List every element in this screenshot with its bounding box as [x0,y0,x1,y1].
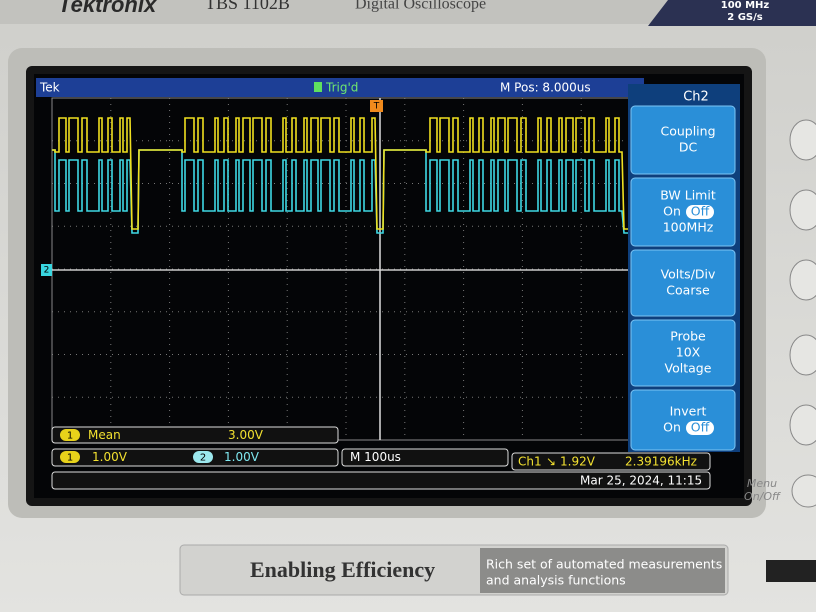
menu-label: Invert [670,404,707,419]
logo: Tek [39,81,60,95]
menu-item[interactable] [630,389,736,451]
menu-value: Coarse [666,283,710,298]
ch1-badge-bg [60,451,80,463]
menu-item[interactable] [630,249,736,317]
meas-name: Mean [88,428,121,442]
toggle-on: On [663,420,681,435]
spec-badge [648,0,816,26]
datetime: Mar 25, 2024, 11:15 [580,474,702,488]
toggle-pill [686,421,714,435]
ch1-badge: 1 [67,453,73,464]
trigger-marker: T [373,102,380,112]
ch1-scale: 1.00V [92,450,128,464]
ch2-marker: 2 [44,266,50,276]
toggle-pill [686,205,714,219]
menu-item[interactable] [630,319,736,387]
model: TBS 1102B [205,0,290,13]
waveform [52,117,640,230]
date-box [51,471,711,490]
status-bar [36,78,644,97]
usb-port [766,560,816,582]
tagline-box [480,548,725,593]
frequency: 2.39196kHz [625,455,697,469]
trigger-level: 1.92V [560,455,596,469]
menu-detail: Voltage [665,361,712,376]
menu-label: Coupling [660,124,715,139]
menu-value: DC [679,140,698,155]
description: Digital Oscilloscope [355,0,486,13]
menu-value: 100MHz [663,220,714,235]
bandwidth: 100 MHz [721,0,770,11]
ch2-scale: 1.00V [224,450,260,464]
position: M Pos: 8.000us [500,81,591,95]
toggle-off: Off [691,420,710,435]
menu-label: Volts/Div [661,267,716,282]
menu-label: On/Off [744,490,781,503]
menu-title: Ch2 [683,90,709,105]
slogan: Enabling Efficiency [250,557,435,582]
ch2-marker-box [41,264,52,276]
menu-label: Probe [670,329,706,344]
trigger-marker-box [370,100,383,112]
menu-button[interactable] [791,474,816,508]
toggle-off: Off [691,204,710,219]
brand: Tektronix [58,0,157,17]
meas-value: 3.00V [228,428,264,442]
menu-value: 10X [676,345,701,360]
bezel-button[interactable] [789,334,816,376]
measurement-box [51,426,339,444]
menu-item[interactable] [630,177,736,247]
bezel-buttons [789,119,816,508]
sample-rate: 2 GS/s [727,12,763,23]
trigger-source: Ch1 [518,455,542,469]
ch2-badge-bg [193,451,213,463]
bezel-button[interactable] [789,259,816,301]
menu-label: BW Limit [660,188,716,203]
bezel-button[interactable] [789,404,816,446]
tagline: and analysis functions [486,573,626,588]
meas-channel: 1 [67,431,73,442]
toggle-on: On [663,204,681,219]
trigger-box [511,452,711,471]
trigger-state: Trig'd [325,81,358,95]
timebase: M 100us [350,450,401,464]
trigger-icon [314,82,322,92]
menu-label: Menu [747,477,777,490]
tagline: Rich set of automated measurements [486,557,722,572]
bezel-button[interactable] [789,189,816,231]
menu-item[interactable] [630,105,736,175]
timebase-box [341,448,509,467]
ch2-badge: 2 [200,453,206,464]
bezel-button[interactable] [789,119,816,161]
trigger-slope: ↘ [546,455,556,469]
meas-badge [60,429,80,441]
waveforms [52,117,640,234]
